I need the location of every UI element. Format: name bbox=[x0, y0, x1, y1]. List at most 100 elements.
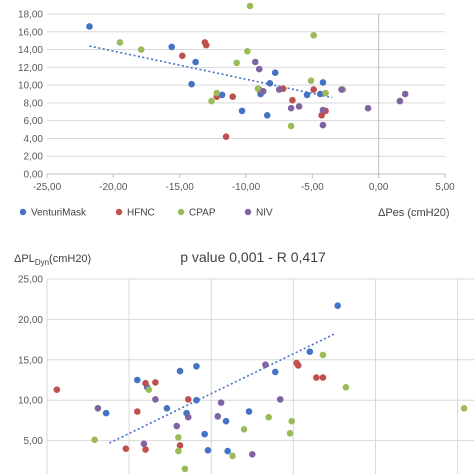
top-x-axis-title: ΔPes (cmH20) bbox=[378, 207, 450, 219]
bottom-point-venturimask bbox=[102, 409, 110, 417]
bottom-point-hfnc bbox=[152, 379, 159, 386]
bottom-point-cpap bbox=[145, 386, 153, 393]
bottom-point-niv bbox=[152, 396, 159, 403]
top-point-niv bbox=[251, 58, 259, 66]
bottom-point-venturimask bbox=[134, 376, 141, 384]
top-point-venturimask bbox=[263, 112, 271, 119]
bottom-point-cpap bbox=[175, 434, 182, 441]
bottom-point-cpap bbox=[288, 417, 296, 425]
bottom-point-cpap bbox=[229, 452, 236, 460]
bottom-point-niv bbox=[217, 399, 225, 406]
bottom-point-niv bbox=[184, 413, 192, 421]
top-point-venturimask bbox=[238, 107, 246, 115]
legend-label-niv: NIV bbox=[256, 208, 273, 219]
top-x-tick-label: -25,00 bbox=[33, 182, 62, 193]
top-point-venturimask bbox=[316, 90, 324, 98]
bottom-y-axis-title-sub: Dyn bbox=[35, 258, 49, 267]
top-point-venturimask bbox=[303, 91, 311, 99]
top-point-cpap bbox=[233, 59, 241, 67]
top-gridlines bbox=[47, 13, 445, 157]
top-x-tick-labels: -25,00 -20,00 -15,00 -10,00 -5,00 0,00 5,00 bbox=[33, 182, 455, 193]
top-point-cpap bbox=[246, 2, 254, 10]
legend-marker-niv bbox=[244, 208, 252, 216]
top-point-niv bbox=[259, 88, 267, 95]
bottom-point-cpap bbox=[240, 425, 248, 433]
bottom-y-tick-label: 20,00 bbox=[18, 315, 43, 326]
top-y-tick-label: 2,00 bbox=[24, 152, 44, 163]
top-point-cpap bbox=[244, 48, 251, 55]
bottom-y-tick-label: 10,00 bbox=[18, 396, 43, 407]
top-point-niv bbox=[287, 104, 295, 112]
top-y-tick-label: 16,00 bbox=[18, 27, 43, 38]
top-legend: VenturiMask HFNC CPAP NIV bbox=[19, 208, 273, 219]
top-point-niv bbox=[319, 121, 327, 129]
top-point-cpap bbox=[213, 89, 221, 97]
bottom-y-axis-title: ΔPLDyn(cmH20) bbox=[14, 253, 91, 267]
top-data-points bbox=[86, 2, 409, 140]
bottom-point-cpap bbox=[181, 465, 189, 473]
bottom-point-cpap bbox=[319, 351, 327, 359]
top-point-cpap bbox=[254, 85, 262, 92]
top-y-tick-label: 12,00 bbox=[18, 63, 43, 74]
bottom-point-hfnc bbox=[122, 445, 130, 452]
top-point-venturimask bbox=[218, 91, 226, 99]
top-point-venturimask bbox=[86, 23, 93, 30]
legend-marker-cpap bbox=[177, 208, 185, 216]
bottom-trend-line bbox=[109, 332, 337, 444]
top-point-niv bbox=[401, 90, 409, 98]
bottom-point-hfnc bbox=[313, 374, 320, 381]
top-point-cpap bbox=[307, 77, 315, 84]
bottom-point-hfnc bbox=[294, 362, 302, 369]
bottom-point-hfnc bbox=[134, 408, 141, 415]
top-point-niv bbox=[364, 104, 372, 112]
legend-marker-hfnc bbox=[115, 208, 123, 216]
top-point-venturimask bbox=[266, 80, 274, 87]
top-x-tick-label: -5,00 bbox=[301, 182, 324, 193]
top-x-tick-label: 5,00 bbox=[435, 182, 455, 193]
top-x-tick-label: -20,00 bbox=[99, 182, 128, 193]
top-point-niv bbox=[319, 106, 327, 114]
bottom-point-venturimask bbox=[334, 302, 341, 309]
bottom-point-venturimask bbox=[222, 417, 230, 425]
top-y-tick-labels: 0,00 2,00 4,00 6,00 8,00 10,00 12,00 14,00 16,00… bbox=[18, 10, 43, 181]
top-point-niv bbox=[338, 86, 345, 93]
bottom-point-venturimask bbox=[193, 396, 200, 404]
top-y-tick-label: 6,00 bbox=[24, 116, 44, 127]
top-point-hfnc bbox=[222, 133, 230, 140]
bottom-trendline bbox=[109, 332, 337, 444]
legend-label-cpap: CPAP bbox=[189, 208, 216, 219]
top-point-niv bbox=[396, 97, 404, 105]
bottom-point-niv bbox=[173, 422, 181, 430]
bottom-point-hfnc bbox=[319, 374, 327, 381]
legend-label-venturimask: VenturiMask bbox=[31, 208, 87, 219]
top-point-cpap bbox=[137, 46, 145, 53]
top-x-tick-label: -15,00 bbox=[165, 182, 194, 193]
top-point-hfnc bbox=[202, 41, 210, 49]
top-scatter-chart: 0,00 2,00 4,00 6,00 8,00 10,00 12,00 14,00 16,00… bbox=[18, 2, 455, 219]
top-point-cpap bbox=[310, 32, 317, 39]
top-point-hfnc bbox=[229, 93, 237, 100]
top-x-tick-label: -10,00 bbox=[232, 182, 261, 193]
top-point-venturimask bbox=[168, 43, 176, 51]
top-point-niv bbox=[255, 65, 263, 73]
bottom-point-venturimask bbox=[193, 362, 200, 370]
top-trendline bbox=[89, 45, 333, 99]
top-point-cpap bbox=[208, 97, 215, 105]
bottom-point-cpap bbox=[286, 430, 294, 437]
top-trend-line bbox=[89, 45, 333, 99]
top-point-venturimask bbox=[188, 80, 195, 88]
top-point-niv bbox=[275, 86, 283, 93]
top-point-hfnc bbox=[318, 112, 325, 119]
top-point-cpap bbox=[322, 89, 329, 97]
bottom-y-tick-label: 15,00 bbox=[18, 355, 43, 366]
bottom-point-venturimask bbox=[224, 447, 231, 455]
top-y-tick-label: 10,00 bbox=[18, 81, 43, 92]
bottom-y-tick-labels: 5,00 10,00 15,00 20,00 25,00 bbox=[18, 275, 43, 448]
bottom-point-venturimask bbox=[176, 367, 184, 375]
bottom-point-cpap bbox=[175, 447, 182, 455]
bottom-point-venturimask bbox=[201, 430, 208, 438]
bottom-point-hfnc bbox=[53, 386, 61, 393]
top-point-cpap bbox=[287, 122, 295, 130]
top-point-hfnc bbox=[179, 52, 186, 60]
